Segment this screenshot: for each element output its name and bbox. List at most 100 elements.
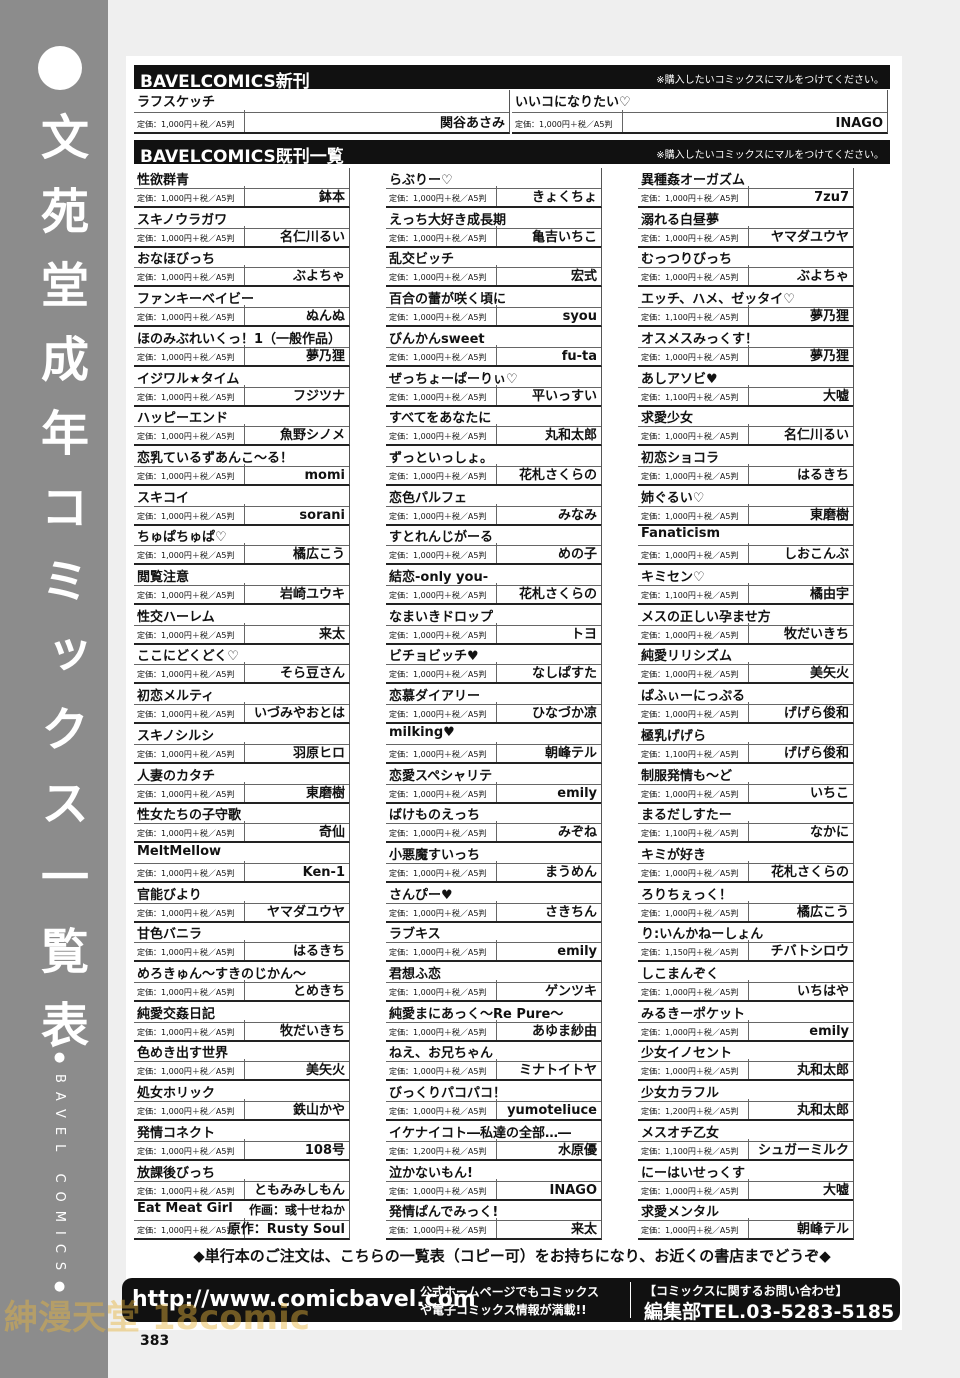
entry-author: 魚野シノメ: [279, 428, 345, 443]
entry-author: ひなづか凉: [531, 706, 597, 721]
entry-title: にーはいせっくす: [641, 1166, 746, 1181]
entry-title: 恋慕ダイアリー: [389, 689, 481, 704]
sidebar: [0, 0, 108, 1378]
divider: [386, 585, 601, 586]
entry-author: 夢乃狸: [809, 309, 849, 324]
entry-author: 水原優: [557, 1143, 597, 1158]
divider: [244, 901, 245, 921]
entry-author: 原作：Rusty Soul: [227, 1222, 345, 1237]
entry-title: 色めき出す世界: [137, 1046, 229, 1061]
divider: [244, 821, 245, 841]
info-text: や電子コミックス情報が満載!!: [420, 1303, 587, 1317]
divider: [496, 385, 497, 405]
divider: [134, 1141, 349, 1142]
order-note: ◆単行本のご注文は、こちらの一覧表（コピー可）をお持ちになり、お近くの書店までど…: [193, 1247, 831, 1265]
entry-price: 定価：1,000円＋税／A5判: [641, 432, 739, 441]
entry-author: 来太: [570, 1222, 597, 1237]
divider: [386, 744, 601, 745]
entry-title: 純愛リリシズム: [641, 649, 733, 664]
catalog-entry: Fanaticism 定価：1,000円＋税／A5判 しおこんぶ: [638, 525, 854, 565]
divider: [638, 387, 853, 388]
divider: [244, 543, 245, 563]
divider: [386, 942, 601, 943]
entry-price: 定価：1,200円＋税／A5判: [389, 1147, 487, 1156]
entry-title: 性欲群青: [137, 173, 190, 188]
divider: [496, 940, 497, 960]
catalog-entry: 性欲群青 定価：1,000円＋税／A5判 鉢本: [134, 168, 350, 208]
entry-title: 性交ハーレム: [137, 610, 215, 625]
entry-price: 定価：1,000円＋税／A5判: [389, 353, 487, 362]
divider: [496, 345, 497, 365]
entry-title: ねえ、お兄ちゃん: [389, 1046, 494, 1061]
entry-title: スキノウラガワ: [137, 213, 228, 228]
entry-author: emily: [809, 1024, 849, 1039]
entry-author: ぶよちゃ: [292, 269, 345, 284]
entry-price: 定価：1,000円＋税／A5判: [137, 234, 235, 243]
divider: [244, 186, 245, 206]
divider: [496, 742, 497, 762]
divider: [748, 305, 749, 325]
entry-title: らぶりー♡: [389, 173, 453, 188]
entry-price: 定価：1,000円＋税／A5判: [137, 869, 235, 878]
entry-price: 定価：1,000円＋税／A5判: [137, 432, 235, 441]
url[interactable]: http://www.comicbavel.com: [132, 1287, 476, 1312]
divider: [748, 265, 749, 285]
entry-title: さんぴー♥: [389, 888, 453, 903]
entry-title: ファンキーベイビー: [137, 292, 255, 307]
entry-price: 定価：1,000円＋税／A5判: [641, 512, 739, 521]
entry-price: 定価：1,000円＋税／A5判: [641, 273, 739, 282]
divider: [496, 861, 497, 881]
entry-author: みぞね: [557, 825, 597, 840]
divider: [244, 980, 245, 1000]
entry-title: ぱふぃーにっぷる: [641, 689, 746, 704]
catalog-entry: 官能びより 定価：1,000円＋税／A5判 ヤマダユウヤ: [134, 883, 350, 923]
entry-price: 定価：1,000円＋税／A5判: [389, 1187, 487, 1196]
entry-title: 乱交ビッチ: [389, 252, 455, 267]
entry-price: 定価：1,000円＋税／A5判: [641, 710, 739, 719]
divider: [134, 903, 349, 904]
entry-title: ハッピーエンド: [137, 411, 229, 426]
entry-title: ばけものえっち: [389, 808, 481, 823]
entry-price: 定価：1,100円＋税／A5判: [641, 829, 739, 838]
divider: [134, 466, 349, 467]
entry-title: キミが好き: [641, 848, 707, 863]
catalog-entry: ラフスケッチ 定価：1,000円＋税／A5判 関谷あさみ: [134, 90, 510, 134]
entry-title: 初恋メルティ: [137, 689, 215, 704]
divider: [496, 543, 497, 563]
divider: [638, 903, 853, 904]
divider: [496, 504, 497, 524]
entry-title: めろきゅん～すきのじかん～: [137, 967, 307, 982]
catalog-entry: スキノウラガワ 定価：1,000円＋税／A5判 名仁川るい: [134, 208, 350, 248]
catalog-entry: ぜっちょーぱーりぃ♡ 定価：1,000円＋税／A5判 平いっすい: [386, 367, 602, 407]
divider: [386, 1022, 601, 1023]
divider: [244, 662, 245, 682]
entry-price: 定価：1,000円＋税／A5判: [389, 273, 487, 282]
divider: [638, 942, 853, 943]
entry-price: 定価：1,000円＋税／A5判: [389, 393, 487, 402]
entry-author: いちはや: [796, 984, 849, 999]
entry-title: いいコになりたい♡: [515, 95, 631, 110]
entry-price: 定価：1,000円＋税／A5判: [641, 1028, 739, 1037]
divider: [748, 623, 749, 643]
divider: [134, 307, 349, 308]
divider: [134, 823, 349, 824]
divider: [244, 782, 245, 802]
divider: [748, 504, 749, 524]
catalog-entry: まるだしすたー 定価：1,100円＋税／A5判 なかに: [638, 803, 854, 843]
divider: [638, 1141, 853, 1142]
entry-author: 朝峰テル: [544, 746, 597, 761]
contact-tel: 編集部TEL.03-5283-5185: [644, 1301, 895, 1323]
divider: [134, 704, 349, 705]
entry-price: 定価：1,000円＋税／A5判: [389, 829, 487, 838]
divider: [134, 426, 349, 427]
entry-title: まるだしすたー: [641, 808, 732, 823]
divider: [638, 585, 853, 586]
catalog-entry: ねえ、お兄ちゃん 定価：1,000円＋税／A5判 ミナトイトヤ: [386, 1041, 602, 1081]
entry-author: 東磨樹: [809, 508, 849, 523]
entry-author: 関谷あさみ: [439, 116, 505, 131]
entry-author: 牧だいきち: [279, 1024, 345, 1039]
entry-title: すとれんじがーる: [389, 530, 494, 545]
divider: [748, 345, 749, 365]
entry-author: ゲンツキ: [544, 984, 597, 999]
